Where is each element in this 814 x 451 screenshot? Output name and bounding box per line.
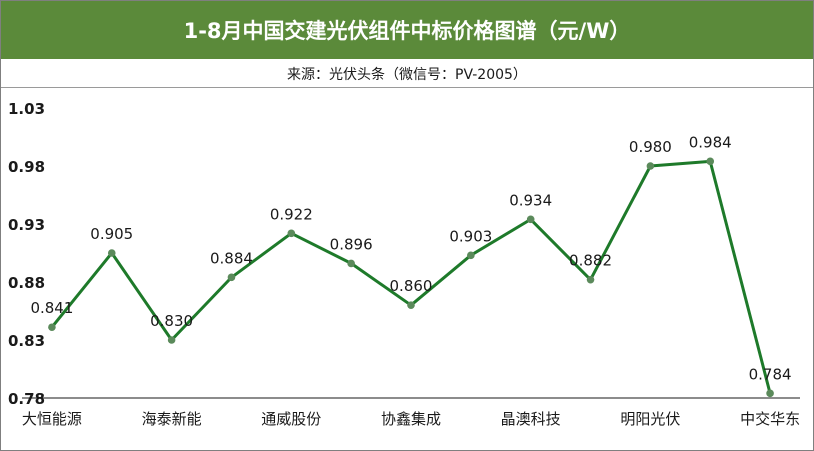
data-point <box>167 336 176 344</box>
chart-title: 1-8月中国交建光伏组件中标价格图谱（元/W） <box>1 1 813 59</box>
x-tick-label: 明阳光伏 <box>620 410 680 428</box>
data-point <box>48 323 56 332</box>
x-tick-label: 大恒能源 <box>22 410 82 428</box>
data-label: 0.784 <box>749 365 792 383</box>
x-tick-label: 中交华东 <box>740 410 800 428</box>
y-tick-label: 0.83 <box>8 332 45 350</box>
data-point <box>467 251 475 260</box>
data-point <box>646 162 655 170</box>
y-tick-label: 0.88 <box>8 274 45 292</box>
x-tick-label: 通威股份 <box>261 410 321 428</box>
data-point <box>107 249 116 257</box>
data-label: 0.860 <box>390 277 433 295</box>
data-label: 0.934 <box>509 191 552 209</box>
data-point <box>407 301 415 310</box>
data-point <box>227 273 236 282</box>
data-label: 0.905 <box>90 225 133 243</box>
chart-subtitle: 来源：光伏头条（微信号：PV-2005） <box>1 61 813 88</box>
y-tick-label: 1.03 <box>8 100 45 118</box>
data-point <box>766 389 774 398</box>
data-point <box>586 275 595 284</box>
y-tick-label: 0.78 <box>8 390 45 408</box>
data-label: 0.980 <box>629 138 672 156</box>
data-label: 0.884 <box>210 249 253 267</box>
y-tick-label: 0.98 <box>8 158 45 176</box>
data-point <box>706 157 715 166</box>
data-point <box>347 259 355 268</box>
data-label: 0.896 <box>330 235 373 253</box>
data-label: 0.922 <box>270 205 313 223</box>
data-label: 0.882 <box>569 252 612 270</box>
y-tick-label: 0.93 <box>8 216 45 234</box>
data-point <box>526 215 535 224</box>
data-point <box>287 229 296 238</box>
x-tick-label: 海泰新能 <box>142 410 202 428</box>
data-label: 0.903 <box>449 227 492 245</box>
x-tick-label: 晶澳科技 <box>501 410 561 428</box>
x-tick-label: 协鑫集成 <box>381 410 441 428</box>
data-label: 0.841 <box>30 299 73 317</box>
data-label: 0.830 <box>150 312 193 330</box>
data-label: 0.984 <box>689 133 732 151</box>
